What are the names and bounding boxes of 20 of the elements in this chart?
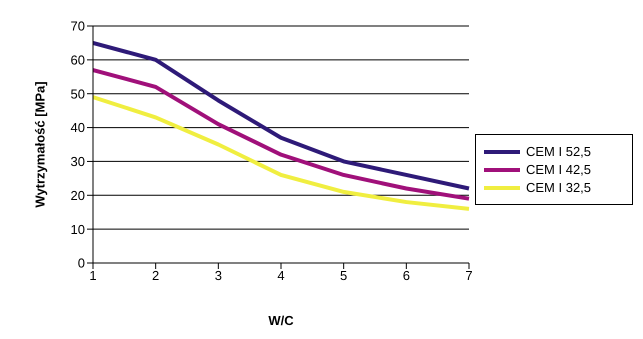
- x-tick-label: 2: [152, 268, 160, 284]
- x-tick-label: 4: [277, 268, 285, 284]
- y-tick-label: 40: [70, 120, 85, 136]
- x-tick-label: 6: [402, 268, 410, 284]
- y-tick-label: 10: [70, 222, 85, 237]
- x-tick-label: 1: [89, 268, 97, 284]
- x-tick-label: 7: [465, 268, 473, 284]
- y-tick-label: 50: [70, 86, 85, 102]
- x-tick-label: 5: [340, 268, 348, 284]
- legend-label: CEM I 52,5: [526, 144, 592, 159]
- x-axis-title: W/C: [268, 313, 294, 328]
- y-tick-label: 30: [70, 154, 85, 170]
- y-tick-label: 70: [70, 18, 85, 34]
- x-tick-label: 3: [214, 268, 222, 284]
- legend-label: CEM I 42,5: [526, 162, 592, 177]
- legend-label: CEM I 32,5: [526, 180, 592, 195]
- y-axis-title: Wytrzymałość [MPa]: [32, 81, 48, 208]
- y-tick-label: 60: [70, 52, 85, 68]
- y-tick-label: 20: [70, 188, 85, 203]
- y-tick-label: 0: [78, 256, 85, 271]
